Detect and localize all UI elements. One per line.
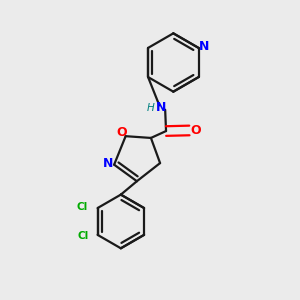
Text: N: N xyxy=(199,40,209,53)
Text: N: N xyxy=(103,157,113,170)
Text: N: N xyxy=(156,101,166,114)
Text: Cl: Cl xyxy=(77,202,88,212)
Text: Cl: Cl xyxy=(78,231,89,241)
Text: H: H xyxy=(147,103,154,113)
Text: O: O xyxy=(116,126,127,139)
Text: O: O xyxy=(190,124,200,137)
